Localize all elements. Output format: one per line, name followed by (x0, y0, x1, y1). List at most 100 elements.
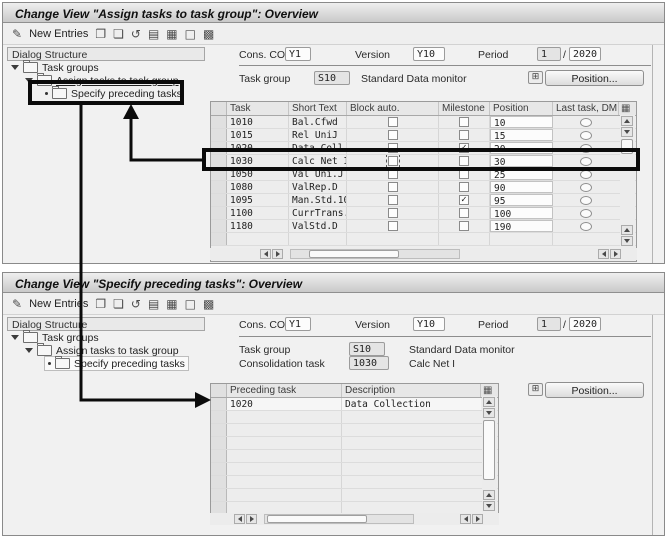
table-config-icon[interactable]: ▦ (621, 103, 631, 114)
scrollbar-thumb[interactable] (483, 420, 495, 480)
table-row-empty[interactable] (211, 450, 498, 463)
delete-icon[interactable]: ❏ (113, 296, 124, 311)
block-auto-checkbox[interactable] (387, 182, 398, 192)
cell-position[interactable]: 25 (490, 168, 553, 180)
row-select-cell[interactable] (211, 116, 227, 128)
table-row-1030[interactable]: 1030 Calc Net I 30 (211, 155, 636, 168)
milestone-checkbox[interactable]: ✓ (459, 143, 469, 153)
period-field[interactable]: 1 (537, 317, 561, 331)
period-field[interactable]: 1 (537, 47, 561, 61)
block-auto-checkbox[interactable] (385, 155, 400, 167)
cell-position[interactable]: 190 (490, 220, 553, 232)
display-change-toggle-icon[interactable]: ✎ (12, 296, 23, 311)
cell-description[interactable]: Data Collection (342, 398, 481, 410)
cell-short-text[interactable]: Man.Std.10 (289, 194, 347, 206)
last-task-radio[interactable] (580, 169, 592, 179)
block-auto-checkbox[interactable] (387, 208, 398, 218)
cell-position[interactable]: 20 (490, 142, 553, 154)
last-task-radio[interactable] (580, 221, 592, 231)
cell-task[interactable]: 1180 (227, 220, 289, 232)
cell-short-text[interactable]: Calc Net I (289, 155, 347, 167)
milestone-checkbox[interactable] (459, 156, 469, 166)
milestone-checkbox[interactable] (459, 221, 469, 231)
cell-short-text[interactable]: Bal.Cfwd (289, 116, 347, 128)
delete-icon[interactable]: ❏ (113, 26, 124, 41)
cell-task[interactable]: 1050 (227, 168, 289, 180)
year-field[interactable]: 2020 (569, 317, 601, 331)
last-task-radio[interactable] (580, 143, 592, 153)
block-auto-checkbox[interactable] (387, 117, 398, 127)
block-auto-checkbox[interactable] (387, 169, 398, 179)
last-task-radio[interactable] (580, 182, 592, 192)
last-task-radio[interactable] (580, 117, 592, 127)
row-select-cell[interactable] (211, 129, 227, 141)
milestone-checkbox[interactable] (459, 130, 469, 140)
row-select-cell[interactable] (211, 233, 227, 245)
table-row-empty[interactable] (211, 463, 498, 476)
row-select-cell[interactable] (211, 194, 227, 206)
cell-task[interactable]: 1015 (227, 129, 289, 141)
cell-task[interactable]: 1095 (227, 194, 289, 206)
table-row-empty[interactable] (211, 489, 498, 502)
block-auto-checkbox[interactable] (387, 143, 398, 153)
cell-task[interactable]: 1010 (227, 116, 289, 128)
scroll-down-button[interactable] (483, 408, 495, 418)
block-auto-checkbox[interactable] (387, 221, 398, 231)
new-entries-button[interactable]: New Entries (29, 27, 89, 40)
col-position[interactable]: Position (490, 102, 553, 115)
col-task[interactable]: Task (227, 102, 289, 115)
cell-preceding-task[interactable]: 1020 (227, 398, 342, 410)
cell-short-text[interactable]: ValRep.D (289, 181, 347, 193)
cell-task[interactable]: 1030 (227, 155, 289, 167)
cell-short-text[interactable]: CurrTrans. (289, 207, 347, 219)
col-block-auto[interactable]: Block auto. (347, 102, 439, 115)
scroll-right-button[interactable] (246, 514, 257, 524)
tree-item-assign-tasks[interactable]: Assign tasks to task group (25, 343, 179, 357)
scroll-down-button[interactable] (621, 236, 633, 246)
scrollbar-thumb[interactable] (309, 250, 399, 258)
position-button[interactable]: Position... (545, 70, 644, 86)
table-row[interactable]: 1010 Bal.Cfwd 10 (211, 116, 636, 129)
last-task-radio[interactable] (580, 156, 592, 166)
year-field[interactable]: 2020 (569, 47, 601, 61)
scroll-right-button[interactable] (610, 249, 621, 259)
col-preceding-task[interactable]: Preceding task (227, 384, 342, 397)
vertical-scrollbar[interactable] (620, 115, 635, 248)
row-select-cell[interactable] (211, 168, 227, 180)
scroll-left-button[interactable] (260, 249, 271, 259)
tree-item-assign-tasks[interactable]: Assign tasks to task group (25, 73, 179, 87)
select-block-icon[interactable]: ▦ (166, 296, 178, 311)
select-all-icon[interactable]: ▤ (147, 26, 160, 41)
undo-icon[interactable]: ↺ (130, 26, 141, 41)
scroll-up-button[interactable] (621, 116, 633, 126)
table-row[interactable]: 1095 Man.Std.10 ✓ 95 (211, 194, 636, 207)
tree-item-specify-preceding-selected[interactable]: Specify preceding tasks (44, 356, 189, 371)
milestone-checkbox[interactable] (459, 117, 469, 127)
row-select-cell[interactable] (211, 155, 227, 167)
task-group-field[interactable]: S10 (314, 71, 350, 85)
table-row-empty[interactable] (211, 476, 498, 489)
select-block-icon[interactable]: ▦ (166, 26, 178, 41)
table-config-icon[interactable]: ▦ (483, 385, 493, 396)
scrollbar-thumb[interactable] (267, 515, 367, 523)
selection-icon[interactable]: ⊞ (528, 383, 543, 396)
cell-short-text[interactable]: ValStd.D (289, 220, 347, 232)
scroll-up-button[interactable] (483, 397, 495, 407)
scroll-up-button[interactable] (621, 225, 633, 235)
milestone-checkbox[interactable]: ✓ (459, 195, 469, 205)
milestone-checkbox[interactable] (459, 182, 469, 192)
cell-position[interactable]: 100 (490, 207, 553, 219)
row-select-cell[interactable] (211, 142, 227, 154)
scroll-up-button[interactable] (483, 490, 495, 500)
block-auto-checkbox[interactable] (387, 195, 398, 205)
scrollbar-thumb[interactable] (621, 139, 633, 154)
undo-icon[interactable]: ↺ (130, 296, 141, 311)
select-all-icon[interactable]: ▤ (147, 296, 160, 311)
cell-short-text[interactable]: Data Coll. (289, 142, 347, 154)
display-change-toggle-icon[interactable]: ✎ (12, 26, 23, 41)
milestone-checkbox[interactable] (459, 208, 469, 218)
print-icon[interactable]: ▩ (202, 296, 215, 311)
last-task-radio[interactable] (580, 195, 592, 205)
scroll-right-button[interactable] (272, 249, 283, 259)
row-select-cell[interactable] (211, 181, 227, 193)
